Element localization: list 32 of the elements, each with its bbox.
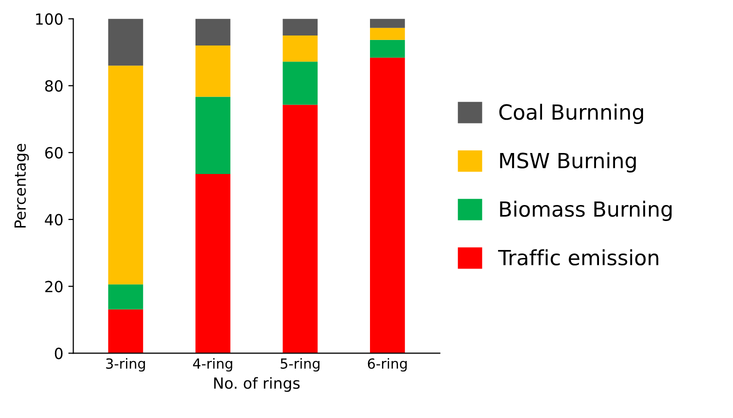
x-tick-label: 5-ring	[280, 358, 320, 372]
y-axis-title: Percentage	[14, 144, 29, 228]
bar	[108, 309, 144, 354]
bar	[195, 18, 230, 46]
bar	[282, 36, 318, 62]
x-tick-label: 3-ring	[106, 358, 145, 372]
bar	[195, 96, 230, 174]
x-tick-label: 4-ring	[193, 358, 232, 372]
y-tick-label: 40	[44, 214, 63, 226]
x-tick-label: 6-ring	[368, 358, 407, 372]
bar	[282, 104, 318, 354]
y-tick-label: 60	[45, 147, 63, 159]
bar	[195, 46, 230, 97]
legend-label: MSW Burning	[500, 152, 636, 172]
bar	[282, 18, 318, 36]
bar	[108, 18, 144, 66]
legend-label: Coal Burnning	[499, 104, 644, 124]
legend-label: Biomass Burning	[500, 200, 672, 221]
y-tick-label: 20	[45, 280, 63, 292]
bar	[370, 40, 405, 58]
bar	[282, 62, 318, 105]
y-tick-label: 80	[45, 80, 63, 92]
y-tick-label: 100	[36, 13, 63, 25]
bar	[370, 28, 405, 40]
bar	[108, 66, 144, 284]
legend-label: Traffic emission	[498, 249, 658, 266]
bar	[195, 174, 230, 354]
bar	[370, 18, 405, 28]
y-tick-label: 0	[54, 348, 63, 360]
bar	[370, 58, 405, 354]
bar	[108, 284, 144, 310]
x-axis-title: No. of rings	[214, 377, 300, 392]
